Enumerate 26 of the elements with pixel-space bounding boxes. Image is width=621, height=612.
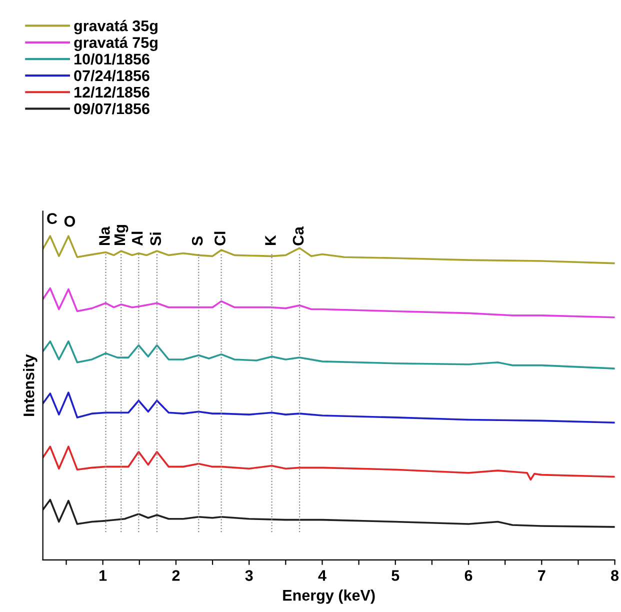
- ref-line-label: Al: [132, 232, 143, 246]
- y-axis-title: Intensity: [23, 354, 38, 416]
- x-axis-title: Energy (keV): [283, 590, 375, 604]
- legend-label: 07/24/1856: [74, 70, 150, 82]
- x-tick-label: 2: [172, 570, 180, 581]
- text: O: [64, 216, 76, 227]
- x-tick-label: 7: [538, 570, 546, 581]
- legend-label: 09/07/1856: [74, 102, 150, 114]
- text: C: [47, 213, 58, 224]
- x-tick-label: 1: [100, 570, 107, 581]
- legend-label: 12/12/1856: [74, 86, 150, 98]
- x-tick-label: 3: [245, 570, 253, 581]
- ref-line-label: Cl: [214, 232, 226, 246]
- x-tick-label: 8: [611, 570, 619, 581]
- x-tick-label: 5: [392, 570, 400, 581]
- legend-label: gravatá 35g: [74, 20, 158, 34]
- ref-line-label: Si: [150, 232, 162, 246]
- x-tick-label: 6: [464, 570, 472, 581]
- ref-line-label: S: [192, 236, 203, 246]
- ref-line-label: Ca: [292, 226, 304, 246]
- legend-label: 10/01/1856: [74, 53, 150, 65]
- x-tick-label: 4: [318, 570, 326, 581]
- ref-line-label: Mg: [114, 224, 128, 245]
- ref-line-label: Na: [99, 226, 110, 245]
- ref-line-label: K: [265, 235, 276, 245]
- legend-label: gravatá 75g: [74, 36, 158, 52]
